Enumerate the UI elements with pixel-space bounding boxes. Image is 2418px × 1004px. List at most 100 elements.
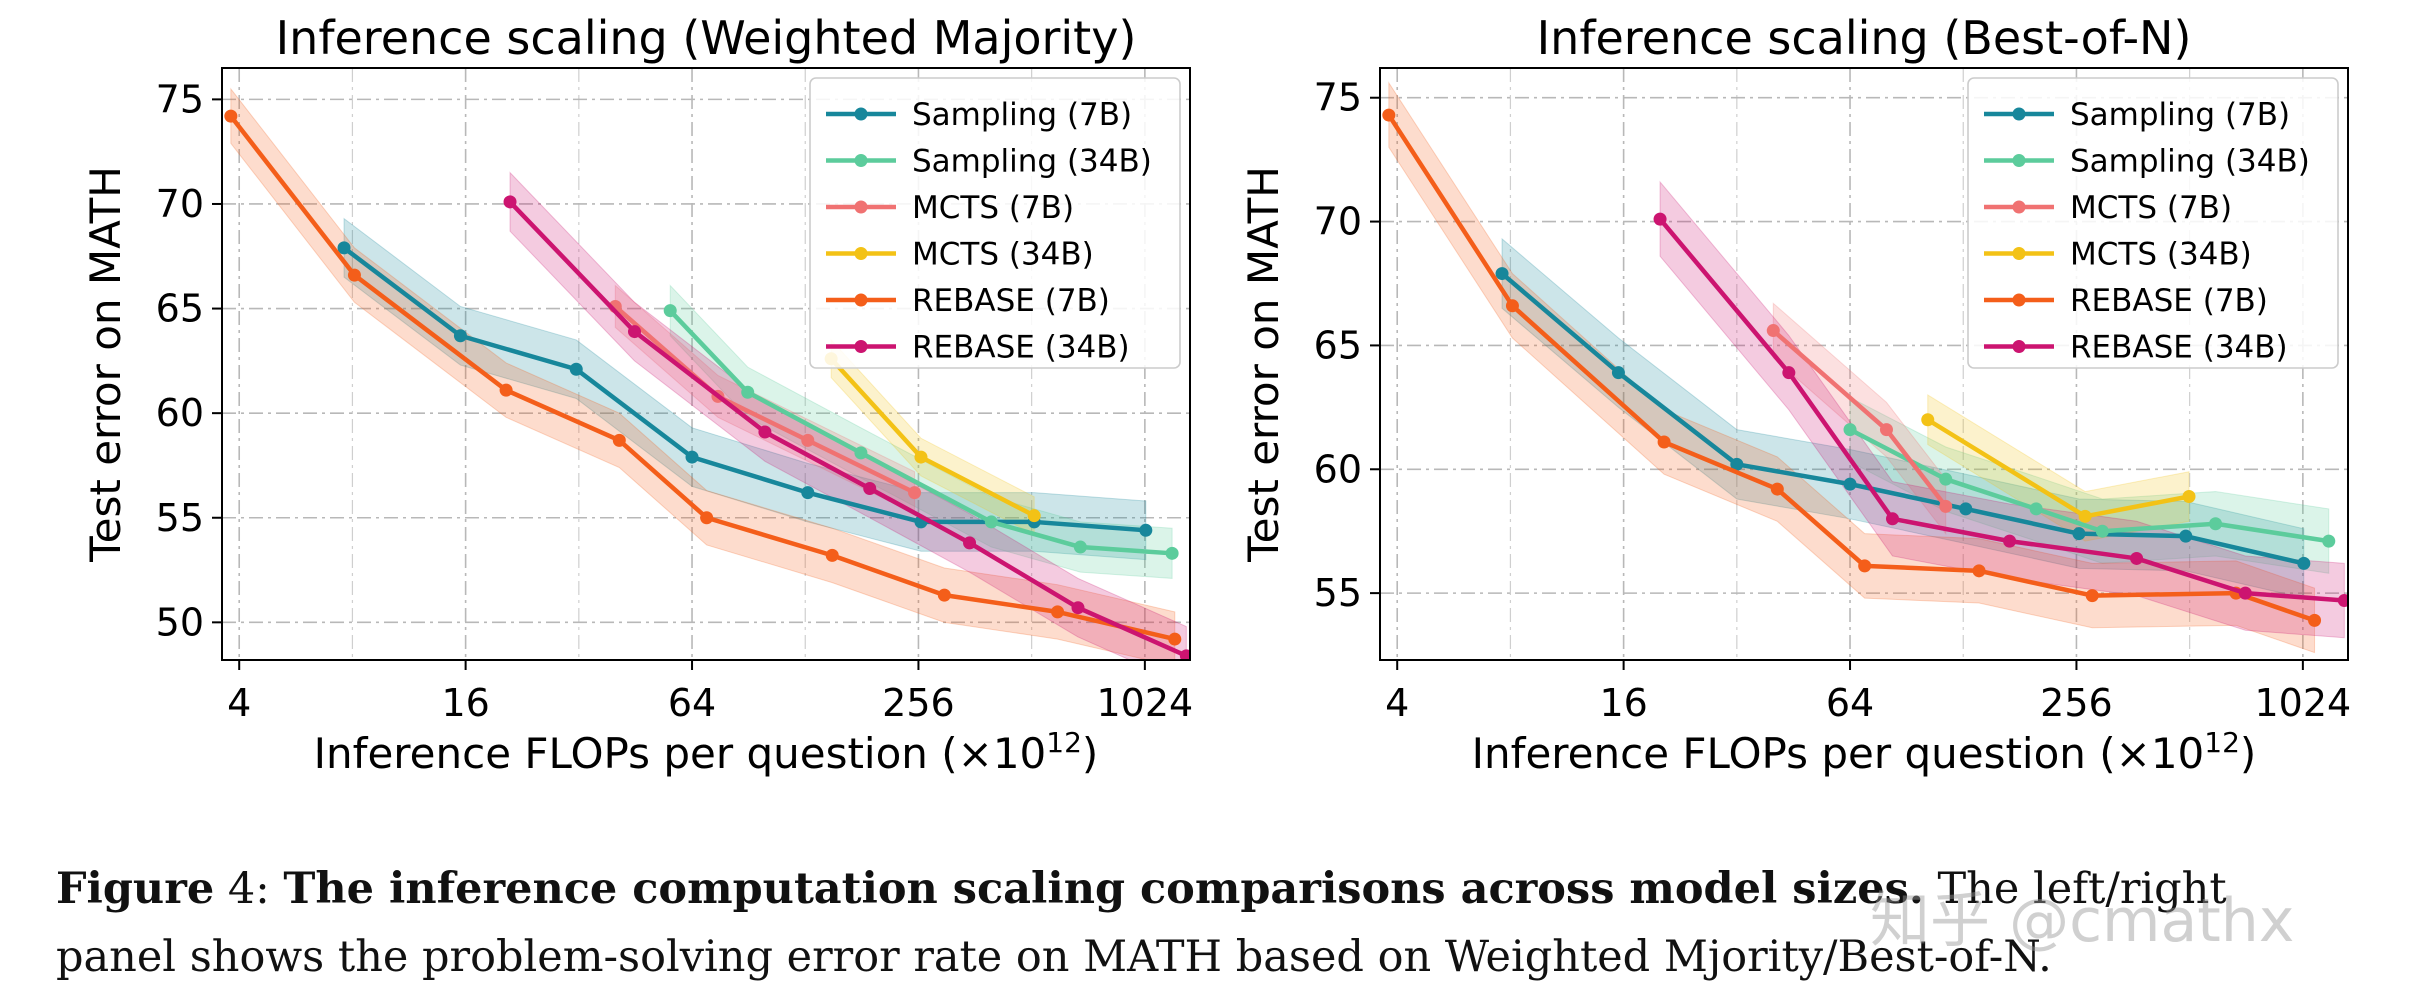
band-mcts-34b <box>1927 394 2190 542</box>
legend-marker-rebase-34b <box>2012 340 2026 353</box>
point-rebase-34b <box>1071 601 1085 615</box>
legend: Sampling (7B) Sampling (34B) MCTS (7B) MCTS… <box>809 77 1181 369</box>
point-rebase-7b <box>2085 589 2099 603</box>
point-rebase-34b <box>1653 212 1667 226</box>
point-sampling-7b <box>1139 523 1153 537</box>
point-sampling-34b <box>2209 517 2223 531</box>
point-rebase-34b <box>2337 594 2348 608</box>
watermark-text: 知乎 @cmathx <box>1870 886 2295 956</box>
legend-label-mcts-34b: MCTS (34B) <box>2070 237 2252 273</box>
point-mcts-7b <box>908 486 922 500</box>
legend-marker-sampling-34b <box>2012 154 2026 167</box>
grid-lines <box>222 68 1190 660</box>
y-tick-label: 60 <box>156 391 204 435</box>
legend-marker-mcts-34b <box>854 247 868 260</box>
point-sampling-34b <box>2029 502 2043 516</box>
x-tick-label: 4 <box>227 681 251 725</box>
point-rebase-34b <box>503 195 517 209</box>
line-sampling-7b <box>342 246 1146 533</box>
legend-label-rebase-7b: REBASE (7B) <box>2070 283 2268 319</box>
point-sampling-7b <box>569 362 583 376</box>
point-mcts-7b <box>1766 324 1780 338</box>
point-mcts-34b <box>1921 413 1935 427</box>
legend-label-sampling-7b: Sampling (7B) <box>912 97 1132 133</box>
point-rebase-7b <box>1858 559 1872 573</box>
point-rebase-7b <box>825 548 839 562</box>
point-sampling-34b <box>741 385 755 399</box>
point-rebase-34b <box>863 481 877 495</box>
point-sampling-7b <box>2297 556 2311 570</box>
point-rebase-7b <box>1770 482 1784 496</box>
plot-area <box>1382 81 2348 654</box>
x-axis-label-exponent: 12 <box>2204 726 2240 759</box>
x-axis-label-close: ) <box>1082 729 1098 778</box>
x-tick-label: 256 <box>882 681 955 725</box>
point-sampling-7b <box>685 450 699 464</box>
point-mcts-34b <box>2182 490 2196 504</box>
caption-text-line1: The left/right <box>1923 864 2227 914</box>
legend-marker-rebase-34b <box>854 340 868 353</box>
point-mcts-34b <box>2078 509 2092 523</box>
point-sampling-34b <box>2322 534 2336 548</box>
point-sampling-7b <box>2179 529 2193 543</box>
x-tick-label: 64 <box>1826 681 1874 725</box>
point-rebase-34b <box>1885 512 1899 526</box>
line-mcts-7b <box>613 304 916 495</box>
x-tick-label: 16 <box>441 681 489 725</box>
legend-label-rebase-7b: REBASE (7B) <box>912 283 1110 319</box>
y-tick-label: 60 <box>1314 447 1362 491</box>
x-axis-label-exponent: 12 <box>1046 726 1082 759</box>
point-sampling-34b <box>854 446 868 460</box>
legend-label-mcts-34b: MCTS (34B) <box>912 237 1094 273</box>
plot-frame <box>221 67 1191 661</box>
y-tick-label: 50 <box>156 600 204 644</box>
legend-marker-sampling-34b <box>854 154 868 167</box>
x-tick-label: 1024 <box>2255 681 2352 725</box>
point-rebase-7b <box>1505 299 1519 313</box>
point-rebase-7b <box>1168 632 1182 646</box>
y-tick-label: 65 <box>156 287 204 331</box>
legend-marker-mcts-7b <box>854 200 868 214</box>
point-mcts-34b <box>914 450 928 464</box>
point-rebase-7b <box>347 268 361 282</box>
caption-number: 4: <box>227 864 270 914</box>
point-rebase-7b <box>612 433 626 447</box>
point-rebase-7b <box>1382 108 1396 122</box>
plot-frame <box>1379 67 2349 661</box>
point-rebase-34b <box>628 325 642 339</box>
x-tick-label: 64 <box>668 681 716 725</box>
point-sampling-34b <box>1939 472 1953 486</box>
plot-area <box>224 87 1190 660</box>
chart-panel-1: 4 16 64 256 1024 50 55 60 65 70 75 Inference scalin… <box>81 11 1193 778</box>
point-rebase-7b <box>499 383 513 397</box>
y-tick-label: 75 <box>156 77 204 121</box>
legend-marker-mcts-34b <box>2012 247 2026 260</box>
legend: Sampling (7B) Sampling (34B) MCTS (7B) MCTS… <box>1967 77 2339 369</box>
caption-bold-text: The inference computation scaling compar… <box>283 864 1924 914</box>
legend-label-rebase-34b: REBASE (34B) <box>2070 330 2288 366</box>
figure-caption: Figure 4: The inference computation scal… <box>56 855 2396 991</box>
point-sampling-34b <box>663 304 677 318</box>
x-tick-label: 4 <box>1385 681 1409 725</box>
band-mcts-7b <box>1772 302 1947 536</box>
point-sampling-7b <box>1730 457 1744 471</box>
legend-box <box>809 77 1181 369</box>
point-rebase-7b <box>937 588 951 602</box>
point-sampling-7b <box>1495 267 1509 281</box>
line-sampling-34b <box>1848 427 2330 544</box>
y-tick-label: 70 <box>156 182 204 226</box>
legend-marker-rebase-7b <box>2012 293 2026 307</box>
x-axis-label-close: ) <box>2240 729 2256 778</box>
legend-marker-rebase-7b <box>854 293 868 307</box>
point-sampling-34b <box>2095 524 2109 538</box>
x-tick-label: 256 <box>2040 681 2113 725</box>
point-rebase-34b <box>2238 586 2252 600</box>
legend-label-rebase-34b: REBASE (34B) <box>912 330 1130 366</box>
point-rebase-7b <box>224 109 238 123</box>
point-rebase-7b <box>1657 435 1671 449</box>
point-mcts-7b <box>801 433 815 447</box>
y-tick-label: 70 <box>1314 200 1362 244</box>
chart-title: Inference scaling (Weighted Majority) <box>276 11 1137 65</box>
chart-title: Inference scaling (Best-of-N) <box>1537 11 2192 65</box>
legend-marker-sampling-7b <box>854 107 868 121</box>
